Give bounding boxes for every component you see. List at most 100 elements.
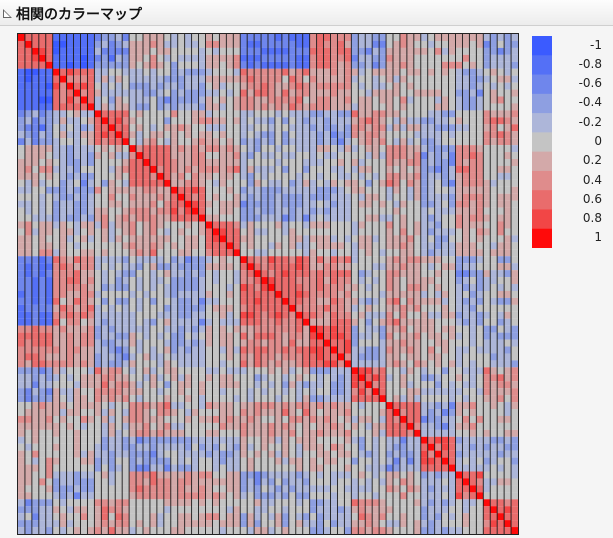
heatmap-cell: [156, 54, 164, 62]
heatmap-cell: [24, 457, 32, 465]
heatmap-cell: [448, 214, 456, 222]
heatmap-cell: [143, 284, 150, 291]
heatmap-cell: [288, 256, 296, 264]
heatmap-cell: [261, 506, 269, 514]
heatmap-cell: [108, 388, 116, 396]
heatmap-cell: [52, 443, 60, 451]
heatmap-cell: [441, 131, 449, 139]
heatmap-cell: [143, 68, 150, 76]
heatmap-cell: [18, 443, 25, 451]
heatmap-cell: [295, 367, 303, 375]
heatmap-cell: [351, 346, 359, 354]
heatmap-cell: [261, 318, 269, 326]
heatmap-cell: [31, 242, 39, 250]
heatmap-cell: [406, 103, 414, 111]
disclosure-triangle-icon[interactable]: [3, 9, 12, 18]
heatmap-cell: [476, 103, 484, 111]
heatmap-cell: [45, 402, 53, 410]
heatmap-cell: [462, 318, 470, 326]
heatmap-cell: [281, 242, 289, 250]
heatmap-cell: [212, 457, 220, 465]
heatmap-cell: [413, 450, 421, 458]
heatmap-cell: [163, 249, 171, 257]
heatmap-cell: [490, 179, 498, 187]
heatmap-cell: [455, 415, 463, 423]
heatmap-cell: [323, 290, 331, 298]
heatmap-cell: [469, 311, 477, 319]
heatmap-cell: [462, 110, 470, 118]
heatmap-cell: [476, 131, 484, 139]
heatmap-cell: [448, 443, 456, 451]
heatmap-cell: [115, 61, 123, 69]
heatmap-cell: [372, 374, 380, 382]
heatmap-cell: [302, 47, 310, 55]
heatmap-cell: [476, 492, 484, 500]
heatmap-cell: [316, 290, 324, 298]
heatmap-cell: [386, 263, 394, 271]
heatmap-cell: [511, 172, 518, 180]
heatmap-cell: [455, 249, 463, 257]
heatmap-cell: [205, 304, 213, 312]
heatmap-cell: [101, 388, 109, 396]
heatmap-cell: [87, 103, 95, 111]
heatmap-cell: [330, 506, 338, 514]
heatmap-cell: [295, 318, 303, 326]
heatmap-cell: [365, 353, 373, 361]
heatmap-cell: [393, 75, 400, 83]
heatmap-cell: [441, 68, 449, 76]
heatmap-cell: [205, 228, 213, 236]
heatmap-cell: [420, 284, 428, 291]
heatmap-cell: [386, 117, 394, 125]
heatmap-cell: [274, 186, 282, 194]
heatmap-cell: [108, 450, 116, 458]
heatmap-cell: [455, 311, 463, 319]
heatmap-cell: [476, 207, 484, 215]
heatmap-cell: [247, 165, 255, 173]
heatmap-cell: [87, 214, 95, 222]
heatmap-cell: [379, 138, 387, 146]
heatmap-cell: [406, 415, 414, 423]
heatmap-cell: [184, 34, 192, 41]
heatmap-cell: [149, 54, 157, 62]
heatmap-cell: [59, 499, 67, 507]
heatmap-cell: [406, 96, 414, 104]
heatmap-cell: [309, 110, 317, 118]
heatmap-cell: [191, 388, 199, 396]
heatmap-cell: [483, 478, 491, 486]
heatmap-cell: [24, 270, 32, 278]
heatmap-cell: [274, 54, 282, 62]
heatmap-cell: [268, 395, 275, 403]
heatmap-cell: [316, 235, 324, 243]
heatmap-cell: [274, 138, 282, 146]
heatmap-cell: [379, 332, 387, 340]
heatmap-cell: [413, 242, 421, 250]
heatmap-cell: [337, 61, 345, 69]
heatmap-cell: [198, 325, 206, 333]
heatmap-cell: [351, 422, 359, 430]
heatmap-cell: [420, 471, 428, 479]
heatmap-cell: [316, 242, 324, 250]
heatmap-cell: [316, 450, 324, 458]
heatmap-cell: [129, 207, 137, 215]
heatmap-cell: [18, 485, 25, 493]
heatmap-cell: [261, 256, 269, 264]
heatmap-cell: [59, 47, 67, 55]
heatmap-cell: [73, 395, 81, 403]
heatmap-cell: [156, 485, 164, 493]
heatmap-cell: [434, 54, 442, 62]
heatmap-cell: [448, 381, 456, 389]
heatmap-cell: [45, 138, 53, 146]
heatmap-cell: [24, 429, 32, 437]
heatmap-cell: [101, 506, 109, 514]
heatmap-cell: [483, 82, 491, 90]
heatmap-cell: [59, 235, 67, 243]
heatmap-cell: [115, 485, 123, 493]
heatmap-cell: [31, 409, 39, 416]
heatmap-cell: [233, 172, 241, 180]
heatmap-cell: [511, 242, 518, 250]
heatmap-cell: [59, 228, 67, 236]
heatmap-cell: [31, 40, 39, 48]
heatmap-cell: [31, 297, 39, 305]
heatmap-cell: [45, 214, 53, 222]
heatmap-cell: [406, 304, 414, 312]
